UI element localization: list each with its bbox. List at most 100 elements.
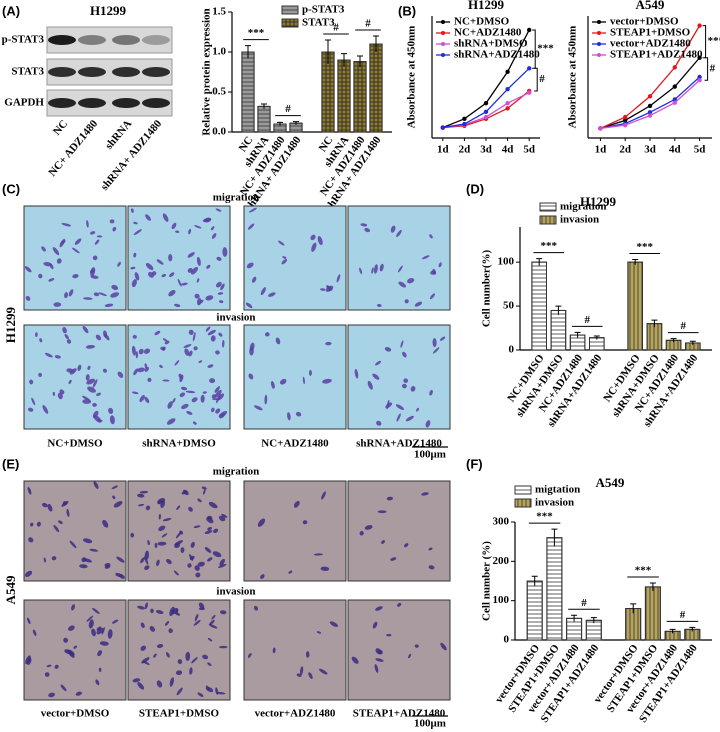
annotation-bracket [702, 25, 707, 59]
cell [134, 272, 140, 281]
cell [282, 256, 287, 259]
cell [155, 610, 164, 615]
cell [174, 543, 181, 549]
y-tick-label: 100 [493, 594, 510, 606]
cell [109, 415, 115, 425]
cell [180, 282, 188, 286]
bar-hatch [546, 537, 563, 641]
cell [201, 486, 207, 490]
cell [86, 378, 96, 385]
bar-hatch [589, 337, 605, 351]
bar-hatch [627, 261, 643, 351]
cell [281, 258, 288, 265]
cell [404, 543, 409, 548]
cell [175, 609, 179, 615]
cell [117, 371, 124, 378]
blot-lane-label: NC [51, 118, 70, 138]
cell [156, 259, 164, 265]
cell [219, 412, 226, 419]
cell [402, 383, 407, 389]
cell [131, 391, 139, 395]
cell [194, 293, 200, 299]
cell [326, 285, 333, 291]
cell [429, 389, 433, 396]
cell [81, 395, 91, 401]
cell [216, 256, 222, 261]
cell [66, 508, 70, 517]
cell [43, 557, 46, 563]
cell [144, 363, 148, 369]
cell [185, 390, 196, 394]
micrograph [347, 205, 451, 311]
point [697, 78, 702, 83]
cell [371, 267, 374, 274]
cell [211, 614, 216, 620]
chart-title: A549 [636, 0, 665, 12]
blot-band [48, 98, 76, 108]
cell [308, 672, 313, 679]
cell [322, 378, 332, 384]
cell [204, 530, 213, 535]
cell [162, 213, 169, 222]
cell [54, 355, 61, 359]
annotation: *** [536, 511, 553, 523]
cell [359, 530, 364, 536]
cell [432, 347, 440, 354]
error-bar [325, 39, 331, 64]
cell [88, 619, 94, 629]
cell [54, 664, 59, 669]
cell [219, 645, 228, 649]
cell [183, 344, 192, 348]
cell [202, 489, 206, 495]
bar-hatch [644, 586, 661, 641]
cell [196, 297, 202, 306]
cell [35, 332, 38, 337]
cell [425, 420, 431, 428]
legend-label: invasion [560, 214, 599, 226]
cell [321, 491, 326, 500]
cell [384, 347, 392, 352]
cell [61, 501, 69, 507]
column-label: shRNA+DMSO [142, 438, 216, 450]
cell [68, 379, 72, 385]
annotation: *** [635, 564, 652, 576]
cell [64, 292, 69, 299]
cell [215, 350, 220, 355]
cell [247, 223, 255, 230]
cell [218, 332, 223, 337]
cell [144, 556, 149, 565]
cell [63, 637, 69, 643]
cell [71, 604, 76, 611]
error-bar [571, 614, 578, 622]
legend-label: STEAP1+ADZ1480 [610, 49, 703, 61]
cell [171, 222, 177, 230]
cell [205, 326, 211, 332]
error-bar [373, 35, 379, 52]
micrograph [243, 599, 347, 701]
cell [73, 645, 77, 649]
cell [82, 325, 89, 334]
cell [186, 410, 193, 415]
cell [204, 217, 212, 223]
cell [390, 557, 397, 561]
cell [311, 242, 317, 252]
cell [115, 572, 123, 578]
cell [44, 352, 53, 358]
cell [26, 657, 32, 666]
cell [377, 649, 383, 655]
cell [108, 407, 114, 414]
cell [159, 364, 163, 369]
cell [207, 637, 213, 642]
scale-bar-label: 100μm [414, 718, 446, 730]
cell [94, 239, 100, 245]
point [505, 69, 510, 74]
cell [270, 380, 275, 389]
error-bar [536, 258, 543, 266]
cell [211, 394, 216, 399]
chart-title: H1299 [468, 0, 505, 12]
cell [287, 412, 291, 421]
cell [245, 302, 253, 309]
cell [407, 278, 415, 284]
cell [372, 373, 380, 380]
cell [181, 403, 189, 410]
